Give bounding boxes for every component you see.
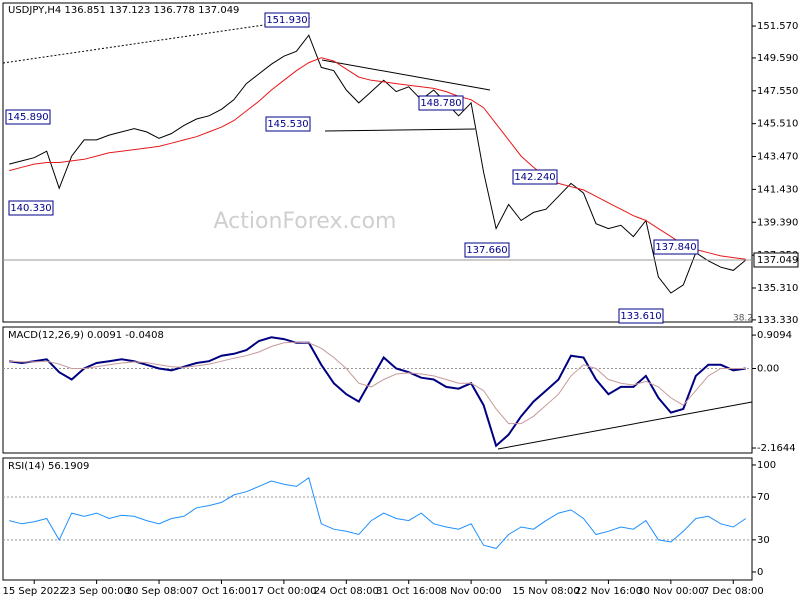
y-tick-label: 151.570 bbox=[757, 21, 798, 32]
rsi-title: RSI(14) 56.1909 bbox=[8, 461, 89, 472]
x-tick-label: 8 Nov 00:00 bbox=[441, 586, 502, 597]
annotation: 145.530 bbox=[267, 119, 308, 130]
x-tick-label: 30 Sep 08:00 bbox=[126, 586, 193, 597]
annotation-box bbox=[618, 308, 664, 324]
series-line bbox=[9, 476, 747, 549]
y-tick-label: 0.00 bbox=[757, 364, 779, 375]
macd-panel bbox=[2, 326, 753, 454]
last-price-box bbox=[753, 252, 799, 268]
y-tick-label: 0.9094 bbox=[757, 330, 792, 341]
series-line bbox=[9, 336, 746, 448]
y-tick-label: 133.330 bbox=[757, 315, 798, 326]
annotation-box bbox=[653, 239, 699, 255]
annotation-box bbox=[512, 169, 558, 185]
x-tick-label: 24 Oct 08:00 bbox=[314, 586, 379, 597]
macd-trend-line bbox=[497, 401, 753, 450]
series-line bbox=[9, 34, 747, 294]
last-price-label: 137.049 bbox=[757, 255, 798, 266]
annotation-box bbox=[264, 12, 310, 28]
annotation-box bbox=[265, 116, 311, 132]
x-tick-label: 17 Oct 00:00 bbox=[251, 586, 316, 597]
watermark: ActionForex.com bbox=[214, 209, 397, 234]
annotation: 133.610 bbox=[620, 311, 661, 322]
y-tick-label: 70 bbox=[757, 492, 770, 503]
y-tick-label: 139.390 bbox=[757, 217, 798, 228]
annotation: 142.240 bbox=[514, 172, 555, 183]
annotation-box bbox=[5, 109, 51, 125]
annotation-box bbox=[464, 242, 510, 258]
annotation: 137.660 bbox=[466, 245, 507, 256]
y-tick-label: -2.1644 bbox=[757, 443, 796, 454]
y-tick-label: 149.590 bbox=[757, 53, 798, 64]
y-tick-label: 145.510 bbox=[757, 119, 798, 130]
annotation: 38.2 bbox=[733, 314, 753, 324]
annotation-box bbox=[8, 200, 54, 216]
price-panel bbox=[2, 2, 753, 323]
annotation: 140.330 bbox=[10, 203, 51, 214]
x-tick-label: 30 Nov 00:00 bbox=[637, 586, 704, 597]
x-tick-label: 7 Dec 08:00 bbox=[703, 586, 764, 597]
annotation-box bbox=[418, 95, 464, 111]
y-tick-label: 100 bbox=[757, 460, 776, 471]
x-tick-label: 23 Sep 00:00 bbox=[63, 586, 130, 597]
series-line bbox=[9, 57, 746, 260]
y-tick-label: 0 bbox=[757, 567, 763, 578]
annotation: 151.930 bbox=[266, 15, 307, 26]
x-tick-label: 31 Oct 16:00 bbox=[376, 586, 441, 597]
rsi-panel bbox=[2, 457, 753, 581]
y-tick-label: 30 bbox=[757, 535, 770, 546]
x-tick-label: 7 Oct 16:00 bbox=[192, 586, 251, 597]
triangle-upper bbox=[321, 59, 491, 91]
y-tick-label: 135.310 bbox=[757, 283, 798, 294]
y-tick-label: 143.470 bbox=[757, 152, 798, 163]
x-tick-label: 15 Sep 2022 bbox=[3, 586, 66, 597]
y-tick-label: 141.430 bbox=[757, 184, 798, 195]
y-tick-label: 147.550 bbox=[757, 86, 798, 97]
annotation: 148.780 bbox=[420, 98, 461, 109]
trend-line bbox=[2, 17, 313, 64]
chart-title: USDJPY,H4 136.851 137.123 136.778 137.04… bbox=[8, 5, 239, 16]
annotation: 145.890 bbox=[7, 112, 48, 123]
macd-title: MACD(12,26,9) 0.0091 -0.0408 bbox=[8, 330, 164, 341]
annotation: 137.840 bbox=[655, 242, 696, 253]
x-tick-label: 15 Nov 08:00 bbox=[512, 586, 579, 597]
x-tick-label: 22 Nov 16:00 bbox=[575, 586, 642, 597]
series-line bbox=[9, 341, 746, 425]
triangle-lower bbox=[324, 128, 476, 132]
